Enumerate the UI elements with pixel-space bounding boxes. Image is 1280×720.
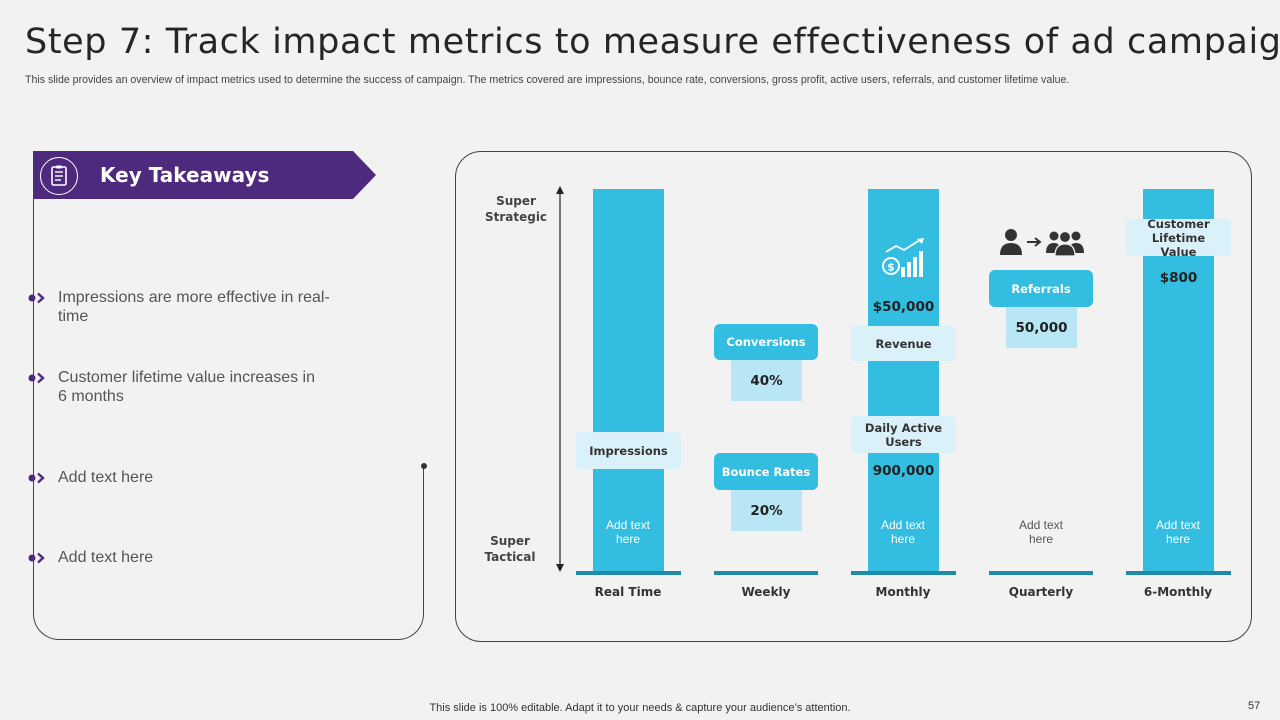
revenue-value: $50,000 (872, 299, 935, 315)
axis-label-top: Super Strategic (484, 194, 548, 224)
footer-note: This slide is 100% editable. Adapt it to… (429, 702, 851, 714)
frame-gap (400, 192, 430, 466)
bullet-arrow-icon (28, 552, 45, 564)
takeaway-text: Impressions are more effective in real-t… (58, 289, 330, 325)
category-label: Weekly (741, 585, 791, 599)
daily-active-users-value: 900,000 (872, 463, 935, 479)
takeaway-text: Add text here (58, 469, 154, 486)
metrics-diagram-frame (455, 151, 1252, 642)
bullet-arrow-icon (28, 372, 45, 384)
baseline-quarterly (989, 571, 1093, 575)
category-label: Quarterly (1008, 585, 1074, 599)
referrals-label: Referrals (989, 270, 1093, 307)
baseline-weekly (714, 571, 818, 575)
strategic-tactical-axis (556, 186, 564, 572)
takeaways-heading: Key Takeaways (100, 163, 270, 187)
daily-active-users-label: Daily Active Users (851, 416, 956, 453)
takeaways-frame (33, 192, 424, 640)
placeholder-text: Add text here (1155, 518, 1201, 546)
bullet-arrow-icon (28, 292, 45, 304)
frame-end-dot (421, 463, 427, 469)
revenue-label: Revenue (851, 326, 956, 361)
referral-people-icon (1000, 229, 1084, 257)
page-subtitle: This slide provides an overview of impac… (25, 74, 1070, 86)
customer-lifetime-value-label: Customer Lifetime Value (1126, 217, 1231, 259)
bounce-rates-value: 20% (731, 490, 802, 531)
category-label: Real Time (594, 585, 662, 599)
conversions-value: 40% (731, 360, 802, 401)
category-label: 6-Monthly (1143, 585, 1213, 599)
placeholder-text: Add text here (880, 518, 926, 546)
checklist-icon (40, 157, 78, 195)
placeholder-text: Add text here (605, 518, 651, 546)
revenue-growth-icon: $ (882, 238, 924, 277)
bullet-arrow-icon (28, 472, 45, 484)
page-title: Step 7: Track impact metrics to measure … (25, 22, 1280, 62)
baseline-6-monthly (1126, 571, 1231, 575)
impressions-label: Impressions (576, 432, 681, 469)
axis-label-bottom: Super Tactical (484, 534, 536, 564)
bar-real-time (593, 189, 664, 572)
svg-text:$: $ (887, 261, 895, 274)
takeaway-text: Customer lifetime value increases in 6 m… (58, 369, 315, 405)
takeaway-text: Add text here (58, 549, 154, 566)
page-number: 57 (1248, 700, 1261, 712)
placeholder-text: Add text here (1018, 518, 1064, 546)
conversions-label: Conversions (714, 324, 818, 360)
baseline-real-time (576, 571, 681, 575)
takeaways-banner (33, 151, 376, 199)
customer-lifetime-value-value: $800 (1159, 270, 1198, 286)
referrals-value: 50,000 (1006, 307, 1077, 348)
bar-monthly (868, 189, 939, 572)
bounce-rates-label: Bounce Rates (714, 453, 818, 490)
category-label: Monthly (875, 585, 931, 599)
baseline-monthly (851, 571, 956, 575)
